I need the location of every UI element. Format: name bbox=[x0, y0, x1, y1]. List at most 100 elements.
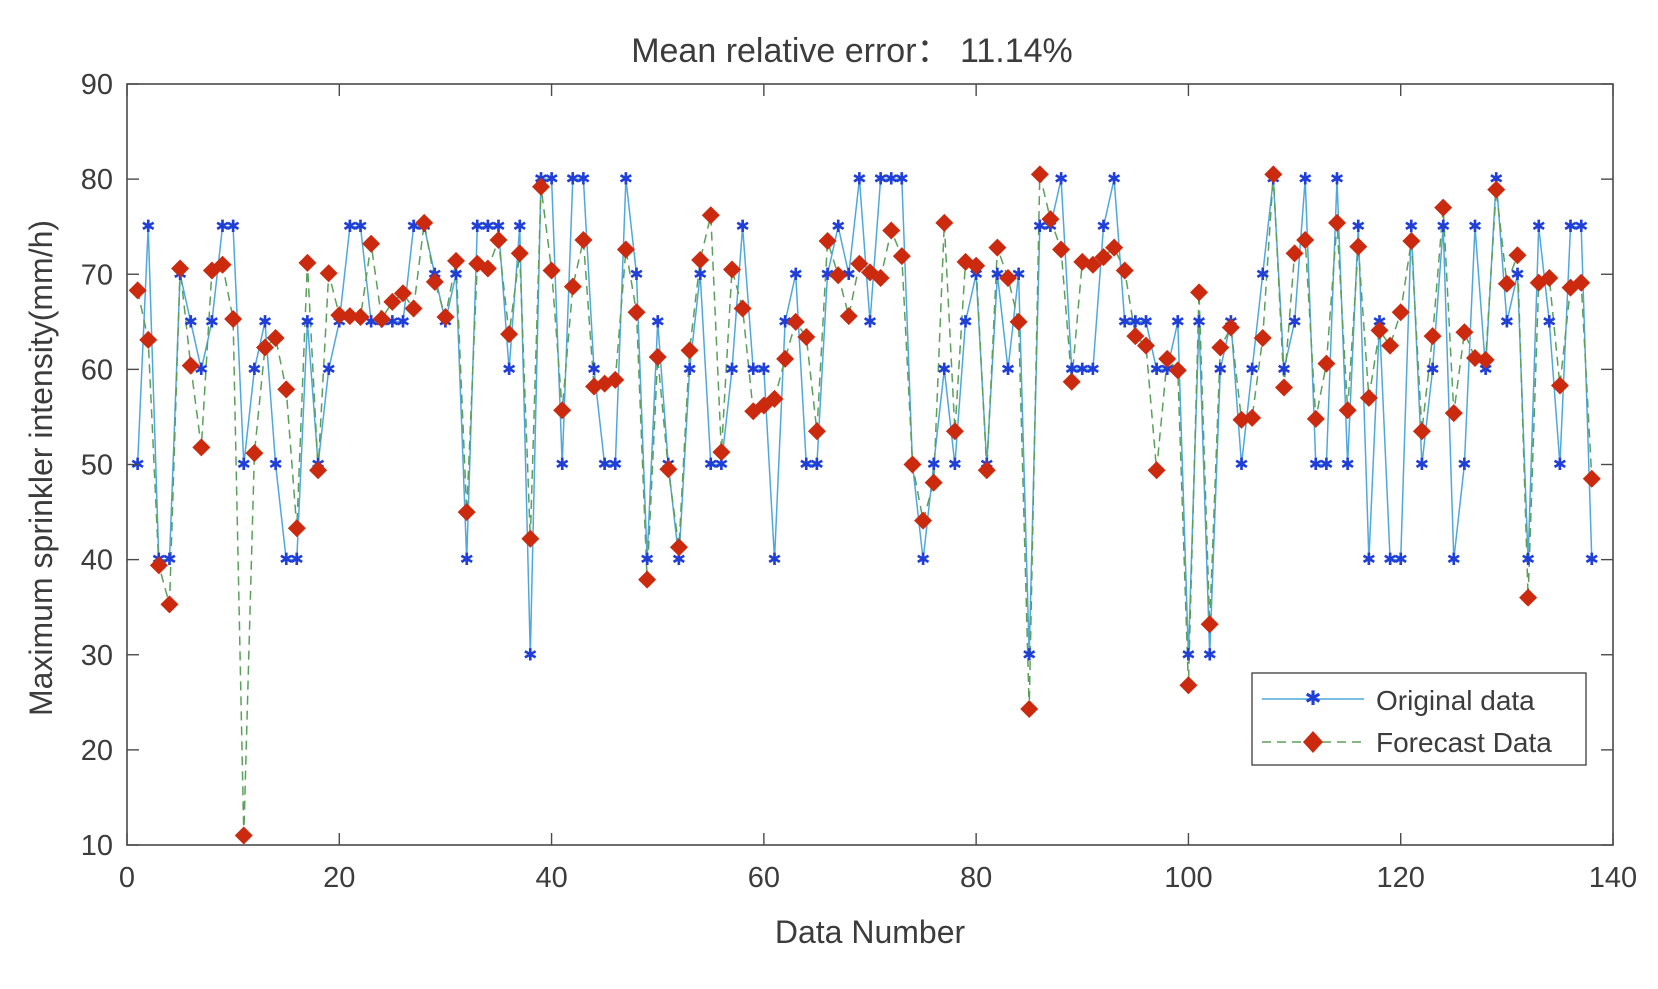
forecast-data-point bbox=[447, 251, 466, 270]
original-data-point: ✱ bbox=[353, 217, 367, 236]
forecast-data-point bbox=[255, 338, 274, 357]
x-tick-label: 20 bbox=[323, 862, 355, 894]
forecast-data-point bbox=[638, 570, 657, 589]
forecast-data-point bbox=[1041, 210, 1060, 229]
forecast-data-point bbox=[786, 312, 805, 331]
original-data-point: ✱ bbox=[1319, 455, 1333, 474]
original-data-point: ✱ bbox=[852, 170, 866, 189]
original-data-point: ✱ bbox=[1394, 550, 1408, 569]
original-data-point: ✱ bbox=[1447, 550, 1461, 569]
forecast-data-point bbox=[1020, 699, 1039, 718]
forecast-data-point bbox=[404, 299, 423, 318]
forecast-data-point bbox=[1582, 469, 1601, 488]
original-data-point: ✱ bbox=[1340, 455, 1354, 474]
original-data-point: ✱ bbox=[385, 312, 399, 331]
forecast-data-point bbox=[1179, 676, 1198, 695]
original-data-point: ✱ bbox=[279, 550, 293, 569]
original-data-point: ✱ bbox=[778, 312, 792, 331]
forecast-data-point bbox=[829, 266, 848, 285]
forecast-data-point bbox=[298, 253, 317, 272]
forecast-data-point bbox=[776, 349, 795, 368]
forecast-data-point bbox=[850, 254, 869, 273]
legend-forecast-marker bbox=[1303, 731, 1323, 753]
forecast-data-point bbox=[1476, 350, 1495, 369]
forecast-data-point bbox=[914, 511, 933, 530]
forecast-data-point bbox=[330, 306, 349, 325]
x-tick-label: 140 bbox=[1589, 862, 1637, 894]
original-data-point: ✱ bbox=[300, 312, 314, 331]
original-data-point: ✱ bbox=[449, 265, 463, 284]
original-data-point: ✱ bbox=[1001, 360, 1015, 379]
forecast-data-point bbox=[1253, 328, 1272, 347]
original-data-point: ✱ bbox=[842, 265, 856, 284]
forecast-data-point bbox=[627, 303, 646, 322]
original-data-point: ✱ bbox=[1203, 645, 1217, 664]
original-data-point: ✱ bbox=[523, 645, 537, 664]
original-data-point: ✱ bbox=[873, 170, 887, 189]
forecast-data-point bbox=[224, 309, 243, 328]
forecast-data-point bbox=[1455, 323, 1474, 342]
forecast-data-point bbox=[128, 281, 147, 300]
original-data-point: ✱ bbox=[502, 360, 516, 379]
original-data-point: ✱ bbox=[1065, 360, 1079, 379]
forecast-data-point bbox=[1328, 213, 1347, 232]
original-data-point: ✱ bbox=[608, 455, 622, 474]
forecast-data-point bbox=[945, 422, 964, 441]
forecast-data-point bbox=[351, 308, 370, 327]
original-data-point: ✱ bbox=[757, 360, 771, 379]
original-data-point: ✱ bbox=[1457, 455, 1471, 474]
y-axis: 10 20 30 40 50 60 70 80 90 bbox=[81, 69, 1613, 862]
forecast-data-point bbox=[500, 325, 519, 344]
forecast-data-point bbox=[309, 461, 328, 480]
original-data-point: ✱ bbox=[205, 312, 219, 331]
original-data-point: ✱ bbox=[1245, 360, 1259, 379]
x-tick-label: 0 bbox=[119, 862, 135, 894]
forecast-data-point bbox=[977, 461, 996, 480]
original-data-point: ✱ bbox=[948, 455, 962, 474]
y-tick-label: 70 bbox=[81, 259, 113, 291]
forecast-data-point bbox=[1412, 422, 1431, 441]
forecast-data-point bbox=[1158, 349, 1177, 368]
forecast-data-point bbox=[1211, 338, 1230, 357]
original-data-point: ✱ bbox=[481, 217, 495, 236]
original-data-point: ✱ bbox=[725, 360, 739, 379]
original-data-point: ✱ bbox=[651, 312, 665, 331]
forecast-data-point bbox=[1083, 255, 1102, 274]
original-data-point: ✱ bbox=[1213, 360, 1227, 379]
original-data-point: ✱ bbox=[258, 312, 272, 331]
original-data-point: ✱ bbox=[1383, 550, 1397, 569]
forecast-data-point bbox=[988, 238, 1007, 257]
forecast-data-point bbox=[1550, 376, 1569, 395]
forecast-data-point bbox=[171, 259, 190, 278]
forecast-data-point bbox=[1221, 318, 1240, 337]
forecast-data-point bbox=[1381, 336, 1400, 355]
forecast-data-point bbox=[139, 330, 158, 349]
original-data-point: ✱ bbox=[215, 217, 229, 236]
original-data-point: ✱ bbox=[1171, 312, 1185, 331]
original-data-point: ✱ bbox=[1436, 217, 1450, 236]
forecast-data-point bbox=[160, 595, 179, 614]
forecast-data-point bbox=[192, 438, 211, 457]
original-data-point: ✱ bbox=[1192, 312, 1206, 331]
forecast-data-point bbox=[1370, 321, 1389, 340]
original-data-point: ✱ bbox=[141, 217, 155, 236]
original-data-point: ✱ bbox=[735, 217, 749, 236]
original-data-point: ✱ bbox=[268, 455, 282, 474]
forecast-data-point bbox=[340, 307, 359, 326]
original-data-point: ✱ bbox=[513, 217, 527, 236]
forecast-data-point bbox=[1497, 274, 1516, 293]
original-data-point: ✱ bbox=[1362, 550, 1376, 569]
forecast-data-point bbox=[1391, 303, 1410, 322]
forecast-data-point bbox=[1168, 361, 1187, 380]
original-data-point: ✱ bbox=[597, 455, 611, 474]
forecast-data-point bbox=[1062, 372, 1081, 391]
x-tick-label: 80 bbox=[960, 862, 992, 894]
original-data-point: ✱ bbox=[820, 265, 834, 284]
forecast-data-point bbox=[659, 460, 678, 479]
forecast-data-point bbox=[415, 213, 434, 232]
forecast-data-point bbox=[871, 269, 890, 288]
legend-box bbox=[1251, 672, 1587, 766]
forecast-data-point bbox=[1402, 231, 1421, 250]
forecast-data-point bbox=[362, 234, 381, 253]
